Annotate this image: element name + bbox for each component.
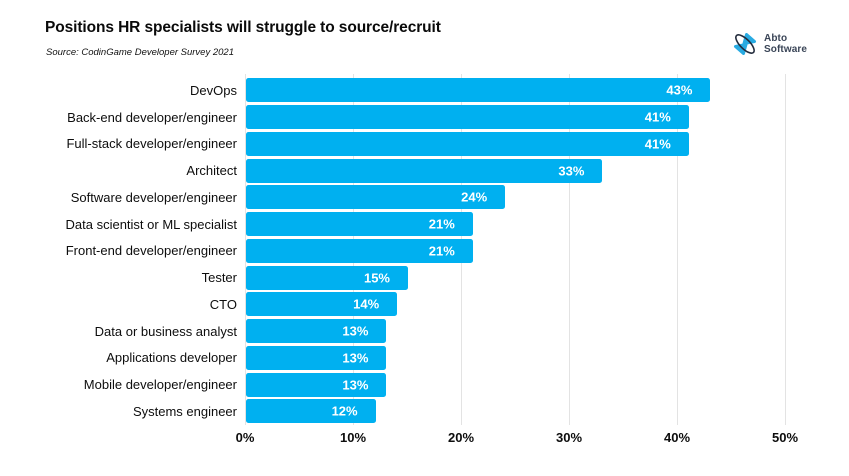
logo-line1: Abto [764,33,788,44]
bar-row: Tester 15% [0,264,849,291]
x-tick-label: 10% [339,430,367,445]
abto-orbit-icon [732,31,758,57]
gridline [677,74,678,425]
category-label: Mobile developer/engineer [83,377,237,393]
bar-track: 21% [246,212,849,237]
bar-track: 13% [246,372,849,397]
x-tick-label: 30% [555,430,583,445]
bar-track: 41% [246,131,849,156]
category-label: Data or business analyst [94,323,237,339]
logo-line2: Software [764,44,808,55]
category-label: Systems engineer [132,403,237,419]
source-caption: Source: CodinGame Developer Survey 2021 [46,47,234,58]
bar-track: 21% [246,238,849,263]
bar-value-label: 13% [342,350,369,366]
bar-row: Systems engineer 12% [0,398,849,425]
bar-row: Data or business analyst 13% [0,318,849,345]
category-label: Applications developer [106,350,237,366]
bar-value-label: 15% [363,270,390,286]
category-label: DevOps [190,82,237,98]
bar-value-label: 21% [428,216,455,232]
bar: 43% [246,78,711,103]
gridline [245,74,246,425]
bar-row: DevOps 43% [0,77,849,104]
gridline [785,74,786,425]
bar-value-label: 43% [666,82,693,98]
x-tick-label: 40% [663,430,691,445]
bar: 21% [246,212,473,237]
x-axis: 0% 10% 20% 30% 40% 50% [236,430,798,448]
bar: 41% [246,105,689,130]
bar-track: 12% [246,399,849,424]
bar: 33% [246,158,603,183]
category-label: Architect [186,163,237,179]
bar: 13% [246,319,387,344]
bar-row: Software developer/engineer 24% [0,184,849,211]
logo-text: Abto Software [764,33,807,55]
bar: 15% [246,265,408,290]
category-label: Tester [201,270,237,286]
bar-track: 14% [246,292,849,317]
category-label: Front-end developer/engineer [65,243,237,259]
bar-track: 33% [246,158,849,183]
bar: 21% [246,238,473,263]
bar-track: 13% [246,345,849,370]
category-label: Data scientist or ML specialist [65,216,237,232]
bar-track: 15% [246,265,849,290]
bar-row: Applications developer 13% [0,345,849,372]
abto-software-logo: Abto Software [732,31,807,57]
bar-value-label: 13% [342,323,369,339]
bar: 13% [246,345,387,370]
bar-row: Mobile developer/engineer 13% [0,371,849,398]
bar-row: CTO 14% [0,291,849,318]
bar-row: Front-end developer/engineer 21% [0,238,849,265]
bar: 12% [246,399,376,424]
x-tick-label: 0% [235,430,255,445]
bar-value-label: 14% [353,296,380,312]
bar: 13% [246,372,387,397]
category-label: CTO [209,296,237,312]
bar-track: 43% [246,78,849,103]
bar-value-label: 21% [428,243,455,259]
bar-value-label: 12% [331,403,358,419]
bar-row: Architect 33% [0,157,849,184]
bar-track: 24% [246,185,849,210]
category-label: Back-end developer/engineer [67,109,237,125]
bar: 14% [246,292,398,317]
bar: 24% [246,185,506,210]
bar-value-label: 41% [644,109,671,125]
category-label: Full-stack developer/engineer [66,136,237,152]
bar-value-label: 24% [461,189,488,205]
bar-value-label: 33% [558,163,585,179]
category-label: Software developer/engineer [70,189,237,205]
x-tick-label: 50% [771,430,799,445]
page-title: Positions HR specialists will struggle t… [45,19,441,36]
bar-value-label: 13% [342,377,369,393]
bar-track: 13% [246,319,849,344]
bar-row: Data scientist or ML specialist 21% [0,211,849,238]
bar-row: Full-stack developer/engineer 41% [0,131,849,158]
bar: 41% [246,131,689,156]
bar-chart: DevOps 43% Back-end developer/engineer 41% F… [0,77,849,425]
bar-value-label: 41% [644,136,671,152]
bar-track: 41% [246,105,849,130]
bar-row: Back-end developer/engineer 41% [0,104,849,131]
x-tick-label: 20% [447,430,475,445]
gridline [569,74,570,425]
